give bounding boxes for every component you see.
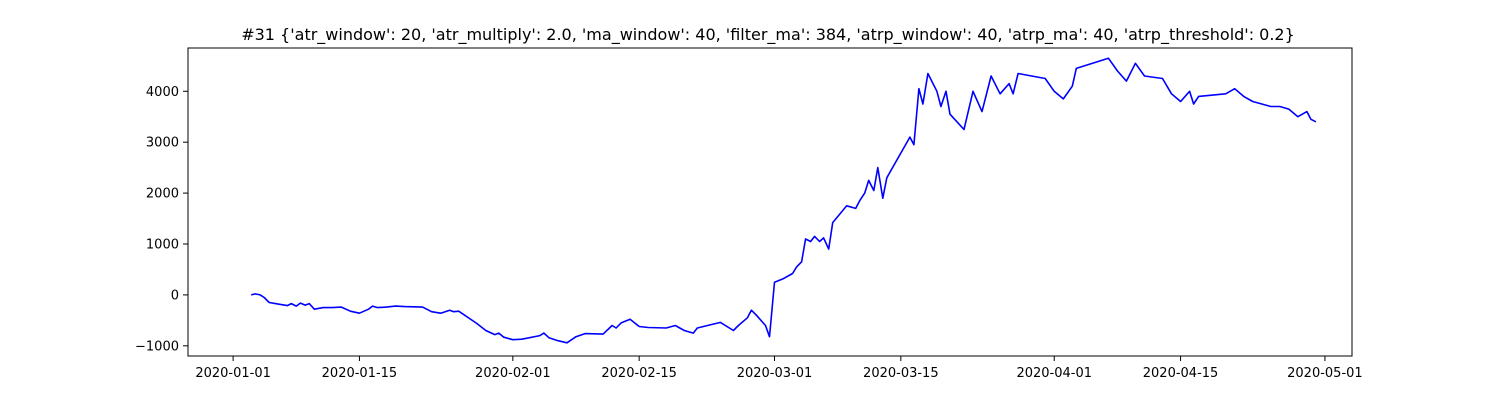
series-line bbox=[251, 57, 1317, 344]
x-tick-label: 2020-03-01 bbox=[737, 366, 813, 381]
chart-title: #31 {'atr_window': 20, 'atr_multiply': 2… bbox=[241, 25, 1295, 45]
x-tick-label: 2020-03-15 bbox=[863, 366, 939, 381]
x-tick-label: 2020-01-01 bbox=[195, 366, 271, 381]
y-tick-label: 4000 bbox=[146, 85, 179, 100]
x-tick-label: 2020-05-01 bbox=[1287, 366, 1363, 381]
y-axis: −1000 0 1000 2000 3000 4000 bbox=[135, 85, 188, 354]
plot-frame bbox=[187, 47, 1353, 357]
x-axis: 2020-01-01 2020-01-15 2020-02-01 2020-02-15… bbox=[195, 356, 1363, 381]
y-tick-label: −1000 bbox=[135, 339, 179, 354]
y-tick-label: 0 bbox=[171, 288, 179, 303]
y-tick-label: 3000 bbox=[146, 136, 179, 151]
plot-area bbox=[187, 47, 1353, 357]
x-tick-label: 2020-04-15 bbox=[1143, 366, 1219, 381]
x-tick-label: 2020-01-15 bbox=[322, 366, 398, 381]
x-tick-label: 2020-04-01 bbox=[1016, 366, 1092, 381]
x-tick-label: 2020-02-01 bbox=[475, 366, 551, 381]
y-tick-label: 2000 bbox=[146, 187, 179, 202]
y-tick-label: 1000 bbox=[146, 238, 179, 253]
x-tick-label: 2020-02-15 bbox=[601, 366, 677, 381]
